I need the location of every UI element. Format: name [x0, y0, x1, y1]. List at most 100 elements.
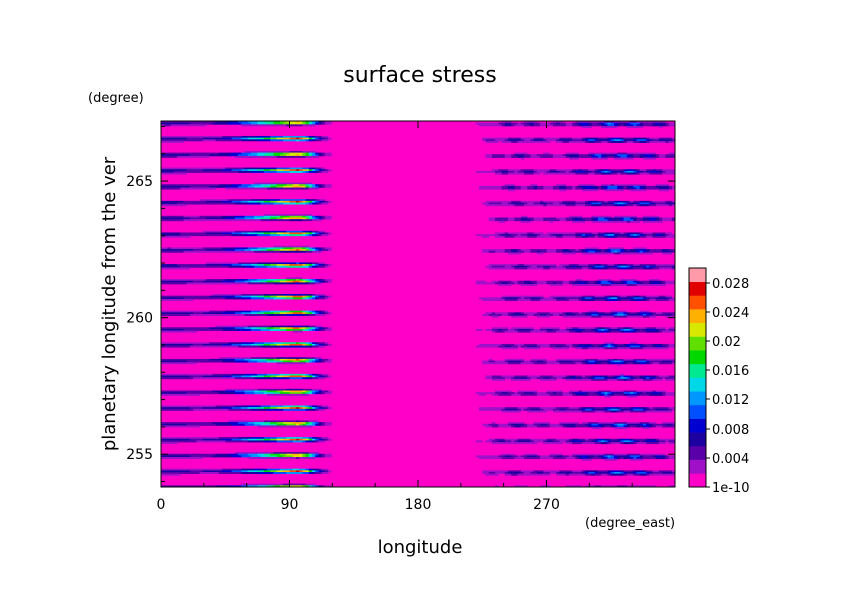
heatmap-cell	[649, 313, 653, 316]
heatmap-cell	[289, 245, 294, 248]
heatmap-cell	[222, 265, 226, 268]
heatmap-cell	[482, 235, 486, 238]
heatmap-cell	[649, 155, 653, 158]
heatmap-cell	[642, 189, 647, 192]
heatmap-cell	[488, 297, 493, 300]
heatmap-cell	[279, 280, 284, 283]
heatmap-cell	[662, 172, 666, 175]
heatmap-cell	[491, 155, 496, 158]
heatmap-cell	[642, 169, 647, 172]
heatmap-cell	[540, 217, 544, 220]
heatmap-cell	[594, 172, 599, 175]
heatmap-cell	[495, 297, 499, 300]
heatmap-cell	[289, 182, 294, 185]
heatmap-cell	[328, 184, 332, 187]
heatmap-cell	[328, 327, 332, 330]
heatmap-cell	[633, 155, 637, 158]
heatmap-cell	[164, 152, 168, 155]
heatmap-cell	[273, 249, 277, 252]
heatmap-cell	[273, 150, 277, 153]
heatmap-cell	[585, 264, 589, 267]
heatmap-cell	[620, 219, 624, 222]
heatmap-cell	[273, 122, 277, 125]
heatmap-cell	[491, 217, 496, 220]
heatmap-cell	[613, 345, 618, 348]
heatmap-cell	[193, 232, 197, 235]
heatmap-cell	[646, 252, 650, 255]
heatmap-cell	[257, 279, 261, 282]
heatmap-cell	[604, 204, 608, 207]
heatmap-cell	[501, 217, 506, 220]
heatmap-cell	[568, 232, 573, 235]
heatmap-cell	[639, 200, 644, 203]
heatmap-cell	[234, 264, 239, 267]
heatmap-cell	[620, 139, 624, 142]
heatmap-cell	[517, 327, 522, 330]
heatmap-cell	[260, 124, 265, 127]
heatmap-cell	[241, 121, 245, 124]
heatmap-cell	[642, 219, 647, 222]
heatmap-cell	[623, 215, 628, 218]
heatmap-cell	[228, 121, 233, 124]
heatmap-cell	[257, 295, 261, 298]
heatmap-cell	[588, 217, 592, 220]
heatmap-cell	[630, 217, 634, 220]
heatmap-cell	[218, 294, 223, 297]
heatmap-cell	[662, 155, 666, 158]
heatmap-cell	[202, 170, 207, 173]
heatmap-cell	[302, 265, 306, 268]
heatmap-cell	[193, 327, 197, 330]
heatmap-cell	[231, 282, 236, 285]
heatmap-cell	[238, 137, 242, 140]
heatmap-cell	[305, 280, 310, 283]
heatmap-cell	[196, 187, 200, 190]
heatmap-cell	[604, 137, 608, 140]
heatmap-cell	[273, 182, 277, 185]
heatmap-cell	[588, 343, 592, 346]
heatmap-cell	[626, 315, 631, 318]
heatmap-cell	[549, 235, 554, 238]
heatmap-cell	[218, 310, 223, 313]
heatmap-cell	[578, 169, 583, 172]
heatmap-cell	[540, 155, 544, 158]
heatmap-cell	[511, 234, 515, 237]
heatmap-cell	[225, 121, 229, 124]
heatmap-cell	[568, 235, 573, 238]
heatmap-cell	[511, 219, 515, 222]
heatmap-cell	[289, 121, 294, 124]
heatmap-cell	[283, 217, 287, 220]
heatmap-cell	[613, 280, 618, 283]
heatmap-cell	[597, 137, 602, 140]
heatmap-cell	[202, 264, 207, 267]
heatmap-cell	[250, 328, 255, 331]
heatmap-cell	[575, 249, 579, 252]
heatmap-cell	[196, 250, 200, 253]
heatmap-cell	[597, 282, 602, 285]
heatmap-cell	[559, 267, 563, 270]
heatmap-cell	[189, 297, 194, 300]
heatmap-cell	[620, 157, 624, 160]
heatmap-cell	[533, 313, 538, 316]
heatmap-cell	[639, 217, 644, 220]
heatmap-cell	[173, 328, 178, 331]
heatmap-cell	[530, 328, 534, 331]
heatmap-cell	[299, 185, 303, 188]
heatmap-cell	[665, 219, 669, 222]
heatmap-cell	[533, 122, 538, 125]
heatmap-cell	[308, 200, 313, 203]
heatmap-cell	[231, 154, 236, 157]
heatmap-cell	[536, 122, 541, 125]
heatmap-cell	[315, 121, 319, 124]
heatmap-cell	[533, 187, 538, 190]
heatmap-cell	[527, 295, 531, 298]
heatmap-cell	[613, 121, 618, 124]
heatmap-cell	[170, 200, 175, 203]
heatmap-cell	[177, 265, 181, 268]
heatmap-cell	[662, 121, 666, 124]
heatmap-cell	[315, 184, 319, 187]
heatmap-cell	[205, 312, 210, 315]
heatmap-cell	[623, 139, 628, 142]
heatmap-cell	[260, 215, 265, 218]
heatmap-cell	[286, 155, 290, 158]
heatmap-cell	[630, 279, 634, 282]
